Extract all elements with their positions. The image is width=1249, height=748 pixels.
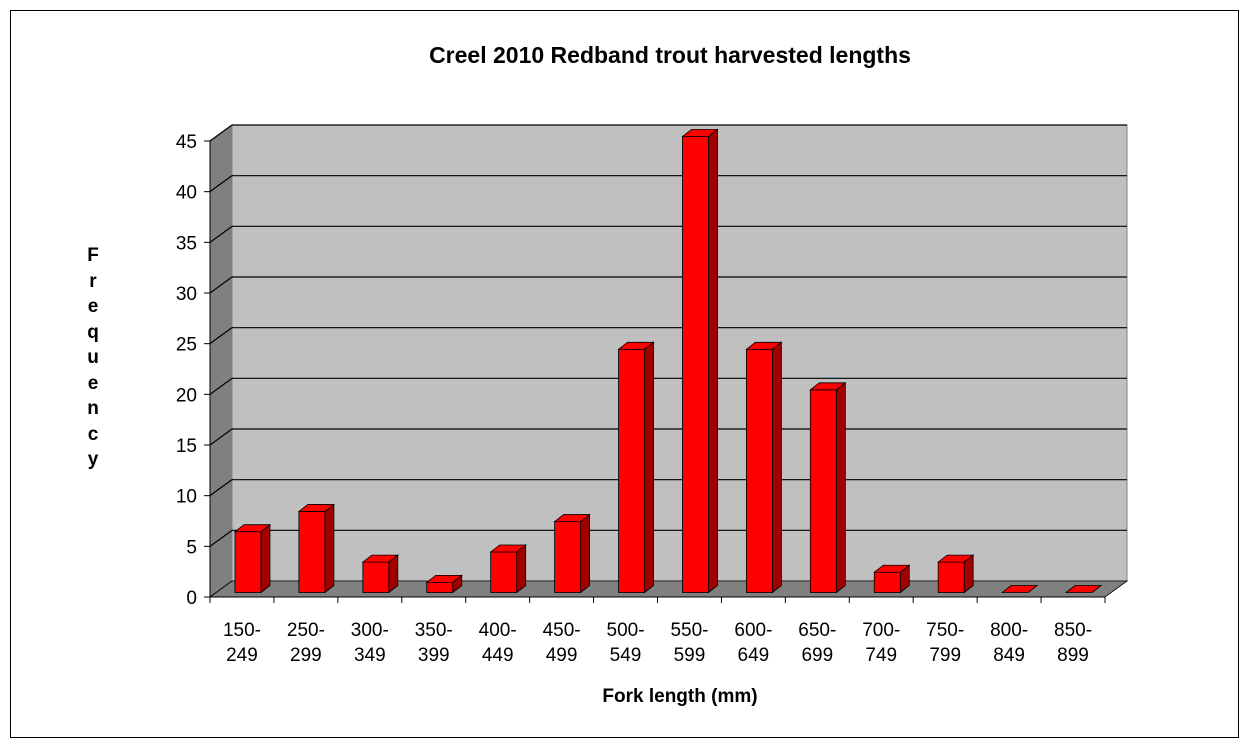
y-tick-label: 15 xyxy=(176,436,197,457)
y-tick-label: 5 xyxy=(186,537,197,558)
bar-top xyxy=(233,524,272,533)
bar-front xyxy=(490,551,518,593)
frame xyxy=(10,10,1239,738)
grid-line xyxy=(209,124,233,142)
bar-top xyxy=(937,554,975,563)
y-tick-label: 45 xyxy=(176,132,197,153)
bar xyxy=(937,554,975,594)
left-wall xyxy=(209,124,233,598)
bar-side xyxy=(835,382,846,594)
bar xyxy=(233,523,272,594)
bar-top xyxy=(489,544,527,553)
bar-side xyxy=(708,128,718,594)
y-tick-label: 35 xyxy=(176,233,197,254)
bar-side xyxy=(771,341,782,594)
bar-top xyxy=(297,504,336,512)
bar xyxy=(745,341,783,594)
bar-side xyxy=(324,503,335,594)
bar-front xyxy=(554,521,582,593)
bar-top xyxy=(425,574,463,583)
x-tick-label: 550-599 xyxy=(670,620,709,666)
x-tick-label: 500-549 xyxy=(606,620,645,666)
grid-line xyxy=(209,428,233,446)
bar-front xyxy=(745,348,773,593)
x-tick-label: 450-499 xyxy=(542,620,581,666)
x-tick-label: 700-749 xyxy=(862,620,901,666)
x-tick-label: 600-649 xyxy=(734,620,773,666)
grid-line xyxy=(209,327,233,345)
bar xyxy=(681,128,719,594)
x-tick-label: 800-849 xyxy=(990,620,1029,666)
bar xyxy=(553,513,591,594)
grid-line xyxy=(209,175,233,193)
back-wall xyxy=(231,124,1128,582)
x-tick-label: 850-899 xyxy=(1054,620,1093,666)
bar-side xyxy=(580,513,591,594)
bar-top xyxy=(745,341,783,350)
bar-front xyxy=(298,511,326,593)
bar xyxy=(1000,585,1039,593)
bar-side xyxy=(516,544,527,594)
bar-front xyxy=(809,389,837,593)
x-tick-label: 750-799 xyxy=(926,620,965,666)
bar-front xyxy=(937,561,965,593)
bar-top xyxy=(1064,585,1103,593)
bar-front xyxy=(618,348,645,593)
bar-side xyxy=(260,523,271,594)
bar xyxy=(809,382,847,594)
y-tick-label: 30 xyxy=(176,284,197,305)
x-tick-label: 400-449 xyxy=(478,620,517,666)
bar-top xyxy=(361,554,399,563)
bar xyxy=(297,503,336,594)
x-tick-label: 650-699 xyxy=(798,620,837,666)
bar-front xyxy=(682,136,709,593)
grid-line xyxy=(209,479,233,497)
grid-line xyxy=(209,529,233,547)
x-tick-label: 250-299 xyxy=(286,620,325,666)
bar-top xyxy=(809,382,847,391)
y-tick-label: 0 xyxy=(186,588,197,609)
bar-top xyxy=(873,564,911,573)
chart-title: Creel 2010 Redband trout harvested lengt… xyxy=(429,42,911,68)
grid-line xyxy=(209,225,233,243)
bar-side xyxy=(644,341,654,594)
bar xyxy=(617,341,655,594)
bar-top xyxy=(1000,585,1039,593)
y-tick-label: 40 xyxy=(176,183,197,204)
y-tick-label: 25 xyxy=(176,335,197,356)
bar xyxy=(425,574,463,594)
x-tick-label: 300-349 xyxy=(350,620,389,666)
bar xyxy=(489,544,527,594)
x-axis-label: Fork length (mm) xyxy=(602,686,758,707)
y-tick-label: 20 xyxy=(176,385,197,406)
bar-front xyxy=(873,571,901,593)
bar-top xyxy=(681,129,719,137)
bar-front xyxy=(362,561,390,593)
y-axis-label: Frequency xyxy=(87,245,99,470)
bar-front xyxy=(234,531,262,593)
floor xyxy=(208,580,1129,598)
grid-line xyxy=(209,276,233,294)
x-tick-label: 350-399 xyxy=(414,620,453,666)
y-tick-label: 10 xyxy=(176,487,197,508)
x-tick-label: 150-249 xyxy=(222,620,261,666)
bar xyxy=(1064,585,1103,593)
bar xyxy=(361,554,399,594)
bar-front xyxy=(426,581,454,593)
bar-top xyxy=(617,341,655,350)
grid-line xyxy=(209,377,233,395)
bar-top xyxy=(553,514,591,522)
bar xyxy=(873,564,911,594)
